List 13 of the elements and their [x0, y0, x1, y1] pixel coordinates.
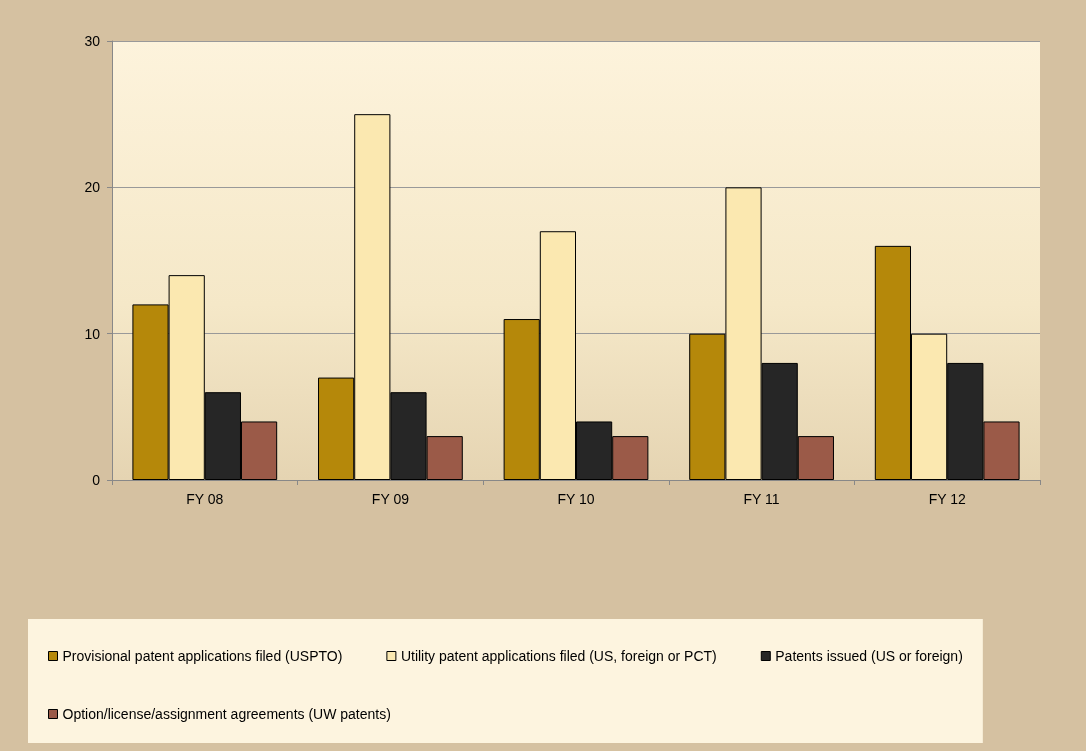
x-tick-label: FY 08	[186, 491, 224, 507]
y-tick-label: 10	[84, 325, 101, 342]
x-tick-label: FY 11	[743, 491, 780, 507]
legend-label: Patents issued (US or foreign)	[775, 648, 963, 664]
legend-label: Provisional patent applications filed (USPTO)	[62, 648, 343, 664]
y-tick-label: 20	[84, 179, 101, 196]
x-tick-label: FY 12	[928, 491, 966, 507]
legend-label: Utility patent applications filed (US, foreign or PCT)	[400, 648, 717, 664]
x-tick-label: FY 10	[557, 491, 595, 507]
y-tick-label: 30	[84, 33, 101, 49]
legend-label: Option/license/assignment agreements (UW patents)	[62, 706, 391, 722]
x-tick-label: FY 09	[371, 491, 410, 507]
y-tick-label: 0	[92, 472, 101, 488]
